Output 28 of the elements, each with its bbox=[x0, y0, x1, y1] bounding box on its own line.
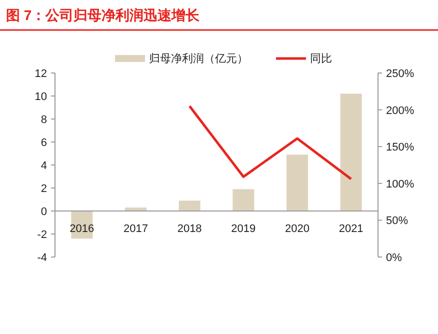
legend-label: 归母净利润（亿元） bbox=[149, 52, 248, 65]
y2-tick-label: 50% bbox=[386, 215, 408, 228]
y2-tick-label: 100% bbox=[386, 178, 414, 190]
y2-tick-label: 200% bbox=[386, 104, 414, 117]
y-tick-label: -2 bbox=[37, 229, 47, 241]
y2-tick-label: 250% bbox=[386, 68, 414, 80]
x-tick-label: 2016 bbox=[70, 223, 94, 235]
y-tick-label: 10 bbox=[34, 91, 47, 103]
y-tick-label: 6 bbox=[40, 137, 47, 149]
y-tick-label: 0 bbox=[40, 206, 47, 218]
y-tick-label: 12 bbox=[34, 68, 47, 80]
y-tick-label: 4 bbox=[40, 160, 47, 172]
x-tick-label: 2021 bbox=[338, 223, 364, 235]
x-tick-label: 2017 bbox=[124, 223, 148, 235]
bar bbox=[232, 189, 254, 211]
x-tick-label: 2018 bbox=[177, 223, 202, 235]
bar bbox=[340, 94, 362, 211]
legend-label: 同比 bbox=[310, 52, 332, 65]
y-tick-label: -4 bbox=[37, 252, 47, 264]
y2-tick-label: 150% bbox=[386, 142, 414, 154]
x-tick-label: 2019 bbox=[231, 223, 256, 235]
y-tick-label: 2 bbox=[40, 183, 47, 195]
bar bbox=[178, 200, 200, 211]
y2-tick-label: 0% bbox=[386, 252, 402, 264]
chart-title: 图 7：公司归母净利润迅速增长 bbox=[6, 7, 201, 23]
bar bbox=[286, 154, 308, 211]
x-tick-label: 2020 bbox=[285, 223, 310, 235]
y-tick-label: 8 bbox=[40, 114, 47, 126]
